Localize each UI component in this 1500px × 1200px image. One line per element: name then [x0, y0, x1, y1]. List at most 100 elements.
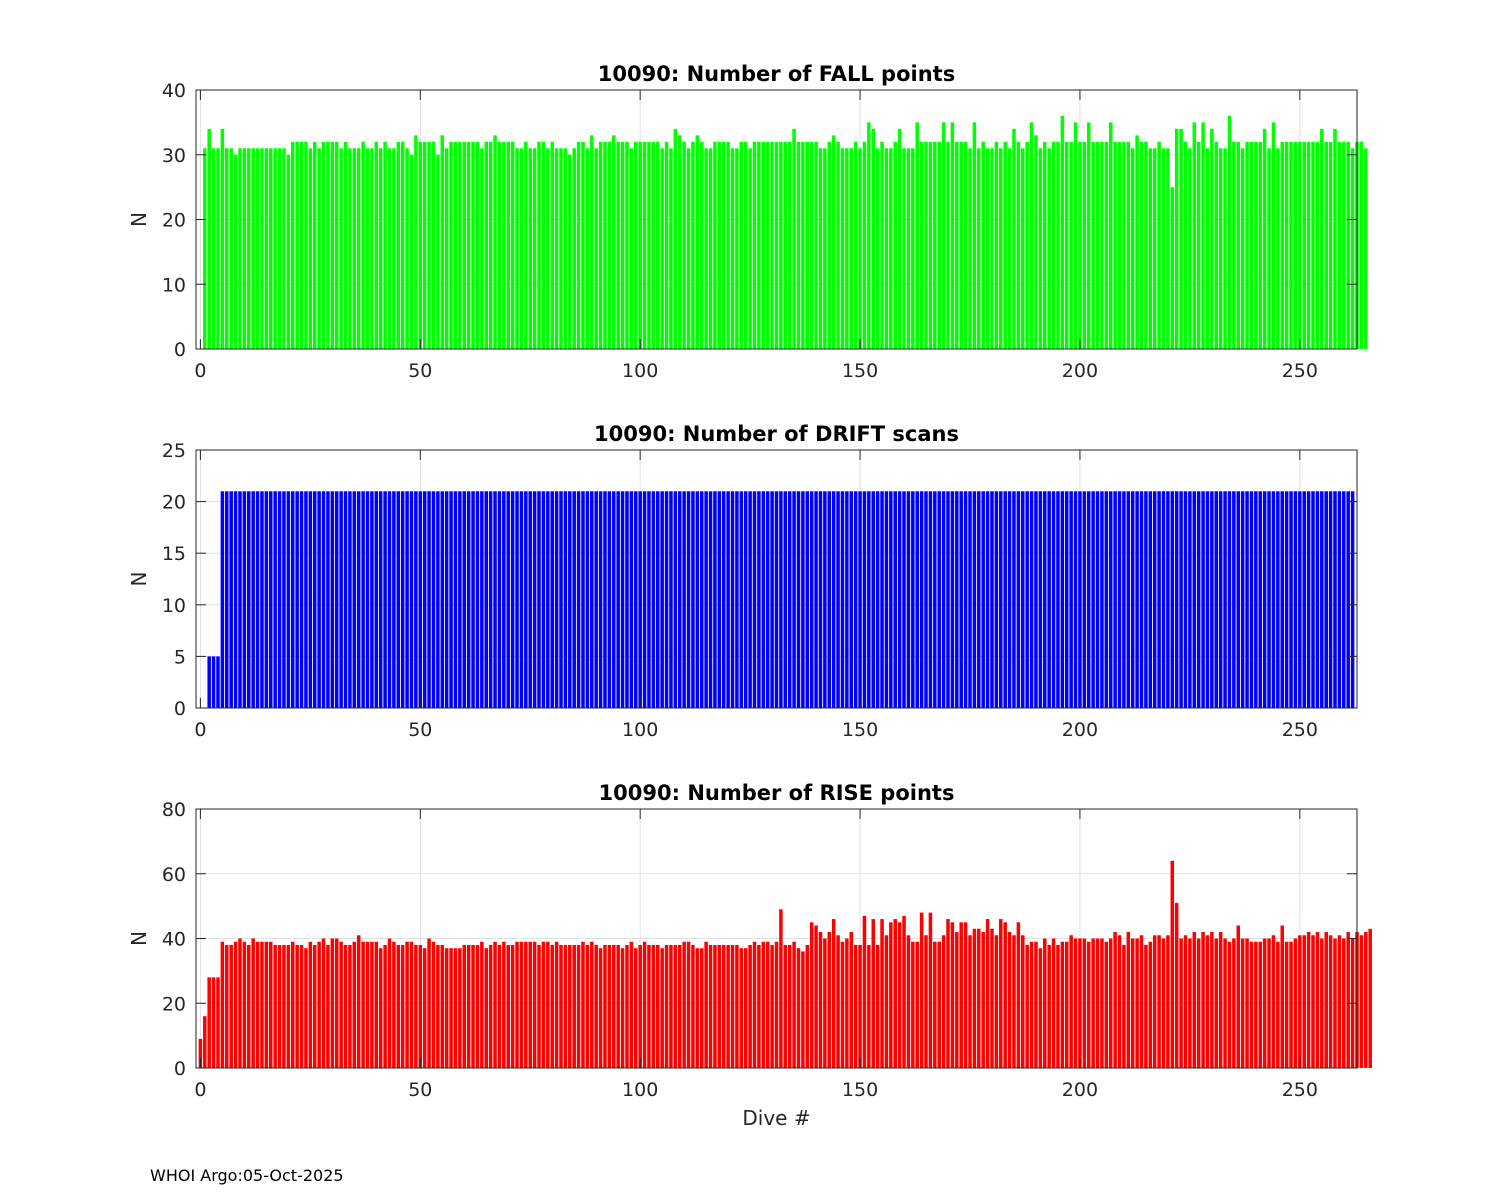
bar	[739, 491, 744, 708]
bar	[1082, 491, 1087, 708]
bar	[225, 944, 229, 1068]
x-tick-label: 50	[408, 1079, 432, 1101]
bar	[488, 141, 493, 349]
bar	[1117, 491, 1122, 708]
bar	[370, 491, 374, 708]
bar	[449, 141, 453, 349]
bar	[251, 148, 255, 349]
bar	[994, 935, 999, 1068]
bar	[1342, 938, 1346, 1068]
bar	[801, 951, 805, 1068]
bar	[1117, 935, 1122, 1068]
bar	[1201, 491, 1205, 708]
bar	[902, 491, 906, 708]
bar	[1196, 938, 1201, 1068]
bar	[1051, 491, 1056, 708]
bar	[1047, 148, 1051, 349]
bar	[1170, 491, 1175, 708]
bar	[396, 491, 401, 708]
bar	[247, 148, 251, 349]
bar	[365, 148, 370, 349]
bar	[422, 141, 427, 349]
bar	[1003, 141, 1007, 349]
bar	[809, 922, 814, 1068]
chart-panel-3: 0 50 100 150 200 250 0 20 40 60 80 10090: Number of…	[127, 781, 1372, 1130]
bar	[365, 491, 370, 708]
bar	[462, 141, 467, 349]
bar	[1262, 938, 1267, 1068]
bar	[845, 148, 849, 349]
bar	[867, 491, 871, 708]
bar	[660, 148, 664, 349]
bar	[721, 944, 726, 1068]
bar	[805, 141, 810, 349]
bar	[928, 141, 933, 349]
bar	[1210, 932, 1214, 1068]
bar	[1306, 932, 1311, 1068]
bar	[897, 128, 902, 349]
bar	[1205, 935, 1210, 1068]
bar	[497, 491, 502, 708]
bar	[264, 491, 269, 708]
bar	[994, 141, 999, 349]
bar	[955, 932, 959, 1068]
bar	[352, 491, 357, 708]
bar	[1025, 141, 1029, 349]
bar	[937, 141, 941, 349]
bar	[1342, 141, 1346, 349]
bar	[282, 944, 286, 1068]
bar	[422, 948, 427, 1068]
bar	[576, 491, 581, 708]
bar	[603, 141, 607, 349]
bar	[554, 941, 559, 1068]
bar	[321, 938, 326, 1068]
bar	[299, 491, 304, 708]
bar	[1350, 491, 1355, 708]
x-tick-label: 0	[194, 360, 206, 382]
bar	[1293, 938, 1298, 1068]
bar	[568, 944, 572, 1068]
bar	[1069, 935, 1073, 1068]
bar	[502, 141, 506, 349]
bar	[590, 135, 594, 349]
bar	[1320, 938, 1324, 1068]
bar	[1333, 491, 1337, 708]
x-tick-label: 0	[194, 1079, 206, 1101]
bar	[1271, 122, 1276, 349]
bar	[225, 148, 229, 349]
bar	[1333, 938, 1337, 1068]
bar	[576, 944, 581, 1068]
bar	[607, 944, 612, 1068]
bar	[453, 491, 458, 708]
bar	[1117, 141, 1122, 349]
x-axis-label: Dive #	[742, 1106, 810, 1130]
bar	[546, 491, 550, 708]
bar	[884, 935, 889, 1068]
bar	[334, 938, 339, 1068]
bar	[1073, 491, 1078, 708]
bar	[229, 148, 233, 349]
bar	[1196, 141, 1201, 349]
bar	[414, 135, 418, 349]
bar	[823, 491, 827, 708]
bar	[269, 491, 273, 708]
bar	[370, 941, 374, 1068]
bar	[972, 928, 977, 1068]
bar	[546, 941, 550, 1068]
bar	[1227, 941, 1232, 1068]
bar	[317, 148, 321, 349]
bar	[677, 944, 682, 1068]
bar	[510, 491, 515, 708]
bar	[1078, 141, 1082, 349]
bar	[1289, 941, 1293, 1068]
bar	[1188, 148, 1192, 349]
bar	[972, 122, 977, 349]
bar	[348, 491, 352, 708]
bar	[1056, 141, 1060, 349]
bar	[528, 148, 532, 349]
bar	[453, 948, 458, 1068]
bar	[699, 141, 704, 349]
bar	[1350, 148, 1355, 349]
bar	[787, 491, 792, 708]
